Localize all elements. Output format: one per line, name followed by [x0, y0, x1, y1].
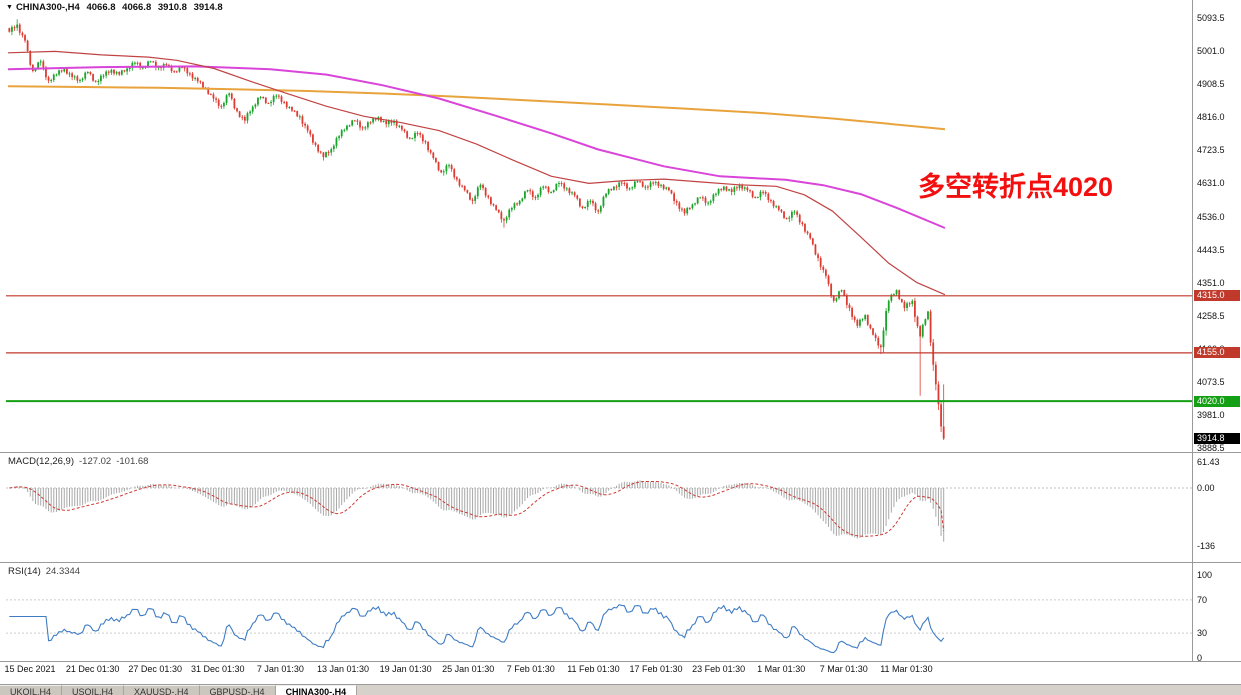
macd-axis-label: 61.43 [1197, 457, 1220, 467]
price-tick-label: 4351.0 [1197, 278, 1225, 288]
time-tick-label: 21 Dec 01:30 [65, 664, 120, 674]
time-tick-label: 11 Feb 01:30 [567, 664, 620, 674]
macd-value-main: -127.02 [79, 456, 112, 467]
price-tick-label: 3981.0 [1197, 410, 1225, 420]
candlesticks [8, 19, 945, 441]
level-price-badge: 4020.0 [1194, 395, 1240, 407]
macd-value-signal: -101.68 [116, 456, 149, 467]
price-tick-label: 4908.5 [1197, 79, 1225, 89]
price-tick-label: 4073.5 [1197, 377, 1225, 387]
rsi-axis-label: 0 [1197, 653, 1203, 663]
ohlc-low: 3910.8 [157, 2, 187, 13]
time-tick-label: 27 Dec 01:30 [128, 664, 182, 674]
macd-indicator-label: MACD(12,26,9) -127.02 -101.68 [8, 456, 148, 467]
rsi-axis-label: 100 [1197, 570, 1213, 580]
chart-tab[interactable]: USOIL,H4 [62, 685, 125, 695]
price-tick-label: 5093.5 [1197, 13, 1225, 23]
current-price-badge: 3914.8 [1194, 433, 1240, 445]
macd-axis-label: 0.00 [1197, 483, 1215, 493]
time-tick-label: 11 Mar 01:30 [880, 664, 933, 674]
rsi-axis-label: 30 [1197, 628, 1208, 639]
rsi-axis-label: 70 [1197, 594, 1208, 605]
time-tick-label: 7 Jan 01:30 [256, 664, 304, 674]
level-price-badge: 4315.0 [1194, 290, 1240, 302]
ma-mid-magenta [7, 65, 946, 229]
ohlc-close: 3914.8 [193, 2, 223, 13]
horizontal-level-lines[interactable] [6, 295, 1192, 403]
time-tick-label: 23 Feb 01:30 [692, 664, 746, 674]
time-tick-label: 1 Mar 01:30 [757, 664, 806, 674]
rsi-indicator-label: RSI(14) 24.3344 [8, 566, 80, 577]
ma-fast-red [7, 50, 946, 296]
time-tick-label: 15 Dec 2021 [4, 664, 56, 674]
window-collapse-icon[interactable]: ▼ [6, 4, 13, 11]
time-tick-label: 7 Feb 01:30 [506, 664, 555, 674]
level-price-badge: 4155.0 [1194, 347, 1240, 359]
price-tick-label: 3888.5 [1197, 443, 1225, 453]
symbol-timeframe-label: CHINA300-,H4 [15, 2, 80, 13]
panel-borders [0, 0, 1241, 662]
chart-tab[interactable]: CHINA300-,H4 [275, 685, 358, 695]
time-tick-label: 7 Mar 01:30 [819, 664, 868, 674]
price-tick-label: 5001.0 [1197, 46, 1225, 56]
chart-tab-bar: UKOIL,H4 USOIL,H4 XAUUSD-,H4 GBPUSD-,H4 CHIN… [0, 684, 1241, 695]
rsi-value: 24.3344 [45, 566, 81, 577]
price-tick-label: 4443.5 [1197, 245, 1225, 255]
time-axis: 15 Dec 2021 21 Dec 01:30 27 Dec 01:30 31 De… [0, 664, 1192, 682]
price-axis: 5093.5 5001.0 4908.5 4816.0 4723.5 4631.0 4536… [1194, 0, 1241, 695]
price-tick-label: 4258.5 [1197, 311, 1225, 321]
ohlc-open: 4066.8 [86, 2, 116, 13]
chart-tab[interactable]: XAUUSD-,H4 [124, 685, 200, 695]
time-tick-label: 17 Feb 01:30 [629, 664, 683, 674]
rsi-name: RSI(14) [8, 566, 41, 577]
rsi-line [9, 604, 945, 654]
time-tick-label: 13 Jan 01:30 [316, 664, 370, 674]
chart-annotation-text[interactable]: 多空转折点4020 [918, 172, 1114, 202]
price-tick-label: 4723.5 [1197, 145, 1225, 155]
time-tick-label: 31 Dec 01:30 [191, 664, 245, 674]
time-tick-label: 25 Jan 01:30 [442, 664, 495, 674]
price-tick-label: 4631.0 [1197, 178, 1225, 188]
macd-histogram [11, 480, 945, 542]
chart-tab[interactable]: UKOIL,H4 [0, 685, 63, 695]
price-tick-label: 4816.0 [1197, 112, 1225, 122]
macd-axis-label: -136 [1197, 540, 1216, 551]
chart-tab[interactable]: GBPUSD-,H4 [199, 685, 276, 695]
ma-slow-orange [7, 85, 946, 131]
macd-name: MACD(12,26,9) [8, 456, 74, 467]
chart-ohlc-header: ▼ CHINA300-,H4 4066.8 4066.8 3910.8 3914.… [6, 2, 227, 13]
ohlc-high: 4066.8 [122, 2, 152, 13]
time-tick-label: 19 Jan 01:30 [379, 664, 432, 674]
macd-signal-line [9, 481, 945, 537]
price-tick-label: 4536.0 [1197, 211, 1225, 222]
